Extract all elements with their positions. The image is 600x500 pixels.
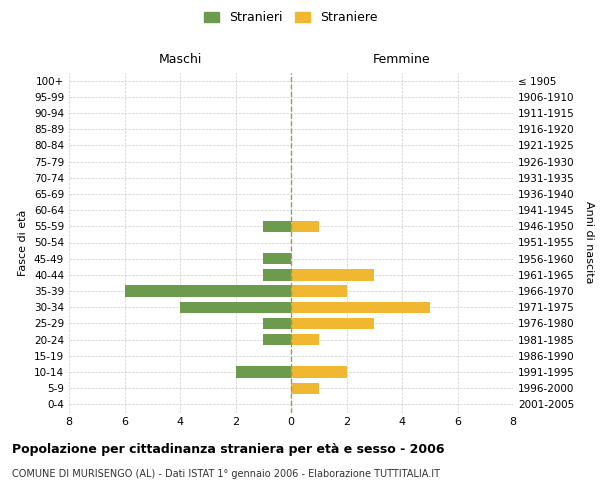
Legend: Stranieri, Straniere: Stranieri, Straniere	[199, 6, 383, 29]
Bar	[291, 269, 374, 280]
Text: Popolazione per cittadinanza straniera per età e sesso - 2006: Popolazione per cittadinanza straniera p…	[12, 442, 445, 456]
Bar	[263, 220, 291, 232]
Bar	[125, 286, 291, 296]
Bar	[235, 366, 291, 378]
Y-axis label: Fasce di età: Fasce di età	[19, 210, 28, 276]
Bar	[263, 269, 291, 280]
Bar	[291, 318, 374, 329]
Text: Maschi: Maschi	[158, 52, 202, 66]
Bar	[180, 302, 291, 313]
Bar	[263, 318, 291, 329]
Text: Femmine: Femmine	[373, 52, 431, 66]
Bar	[263, 334, 291, 345]
Text: COMUNE DI MURISENGO (AL) - Dati ISTAT 1° gennaio 2006 - Elaborazione TUTTITALIA.: COMUNE DI MURISENGO (AL) - Dati ISTAT 1°…	[12, 469, 440, 479]
Bar	[291, 302, 430, 313]
Bar	[291, 382, 319, 394]
Bar	[263, 253, 291, 264]
Bar	[291, 286, 347, 296]
Bar	[291, 220, 319, 232]
Bar	[291, 366, 347, 378]
Bar	[291, 334, 319, 345]
Y-axis label: Anni di nascita: Anni di nascita	[584, 201, 594, 283]
